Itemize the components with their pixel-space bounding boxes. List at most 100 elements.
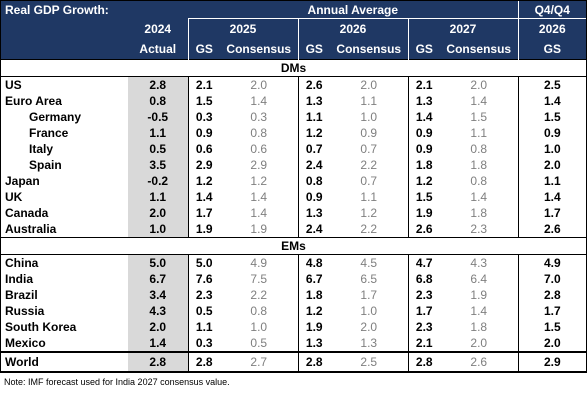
gs-2025: 0.3: [187, 109, 220, 125]
consensus-2025: 0.3: [250, 110, 268, 124]
row-name: World: [1, 351, 128, 372]
row-name: Australia: [5, 222, 57, 236]
actual-2024: 5.0: [128, 254, 188, 271]
row-name: Germany: [29, 110, 82, 124]
gs-2027: 2.1: [407, 76, 440, 93]
row-name: Canada: [5, 206, 49, 220]
gs-2026: 0.8: [297, 173, 330, 189]
gs-q4-2026: 1.5: [517, 109, 587, 125]
consensus-2026: 1.0: [360, 304, 378, 318]
gs-q4-2026: 1.7: [517, 303, 587, 319]
consensus-2027-header: Consensus: [440, 39, 519, 60]
table-row: Australia 1.0 1.9 1.9 2.4 2.2 2.6 2.3 2.6: [1, 221, 587, 238]
gs-2026: 1.3: [297, 205, 330, 221]
consensus-2027: 1.4: [470, 94, 488, 108]
actual-2024: 2.0: [128, 205, 188, 221]
gs-2027: 0.9: [407, 141, 440, 157]
gs-2025: 0.5: [187, 303, 220, 319]
consensus-2025: 2.0: [250, 78, 268, 92]
table-row: Russia 4.3 0.5 0.8 1.2 1.0 1.7 1.4 1.7: [1, 303, 587, 319]
gs-2025: 2.1: [187, 76, 220, 93]
consensus-2027: 2.0: [470, 78, 488, 92]
consensus-2025: 1.0: [250, 320, 268, 334]
section-ems-label: EMs: [1, 237, 587, 255]
row-name: Italy: [29, 142, 54, 156]
consensus-2027: 4.3: [470, 256, 488, 270]
gs-q4-2026: 1.1: [517, 173, 587, 189]
gs-2027: 1.7: [407, 303, 440, 319]
consensus-2027: 1.8: [470, 206, 488, 220]
consensus-2027: 6.4: [470, 272, 488, 286]
gs-2025: 0.9: [187, 125, 220, 141]
actual-2024: 1.4: [128, 335, 188, 352]
consensus-2026: 1.1: [360, 94, 378, 108]
actual-2024: 6.7: [128, 271, 188, 287]
gs-2026: 0.7: [297, 141, 330, 157]
consensus-2026: 0.7: [360, 174, 378, 188]
gs-2026: 6.7: [297, 271, 330, 287]
gs-2027: 2.8: [407, 351, 440, 372]
gs-q4-2026: 0.9: [517, 125, 587, 141]
table-row: Italy 0.5 0.6 0.6 0.7 0.7 0.9 0.8 1.0: [1, 141, 587, 157]
table-row: India 6.7 7.6 7.5 6.7 6.5 6.8 6.4 7.0: [1, 271, 587, 287]
consensus-2025: 7.5: [250, 272, 268, 286]
footnote: Note: IMF forecast used for India 2027 c…: [4, 377, 230, 387]
gs-2027: 0.9: [407, 125, 440, 141]
gs-2026: 1.2: [297, 125, 330, 141]
row-name: Euro Area: [5, 94, 62, 108]
actual-2024: 1.0: [128, 221, 188, 238]
gs-q4-2026: 2.5: [517, 76, 587, 93]
row-name: UK: [5, 190, 23, 204]
gs-2025: 5.0: [187, 254, 220, 271]
table-row: US 2.8 2.1 2.0 2.6 2.0 2.1 2.0 2.5: [1, 76, 587, 93]
gs-2025: 1.7: [187, 205, 220, 221]
world-row: World 2.8 2.8 2.7 2.8 2.5 2.8 2.6 2.9: [1, 351, 587, 372]
row-name: Russia: [5, 304, 45, 318]
consensus-2026: 1.7: [360, 288, 378, 302]
section-dms-label: DMs: [1, 59, 587, 77]
gs-2026: 1.3: [297, 93, 330, 109]
gs-2025: 7.6: [187, 271, 220, 287]
consensus-2025: 0.8: [250, 126, 268, 140]
actual-2024: 2.8: [128, 351, 188, 372]
row-name: China: [5, 256, 39, 270]
gs-2025: 0.6: [187, 141, 220, 157]
table-row: Germany -0.5 0.3 0.3 1.1 1.0 1.4 1.5 1.5: [1, 109, 587, 125]
consensus-2026: 1.2: [360, 206, 378, 220]
q4q4-header: Q4/Q4: [517, 1, 587, 19]
row-name: Brazil: [5, 288, 38, 302]
gs-2027: 2.3: [407, 319, 440, 335]
section-ems: EMs: [1, 237, 587, 255]
year-2027-header: 2027: [407, 18, 519, 39]
gs-2026-header: GS: [297, 39, 330, 60]
actual-2024: 2.0: [128, 319, 188, 335]
consensus-2026: 2.5: [330, 351, 408, 372]
section-dms: DMs: [1, 59, 587, 77]
annual-average-header: Annual Average: [188, 1, 519, 19]
row-name: South Korea: [5, 320, 77, 334]
consensus-2026: 2.2: [360, 158, 378, 172]
consensus-2025: 1.4: [250, 206, 268, 220]
consensus-2027: 2.3: [470, 222, 488, 236]
gs-2027: 4.7: [407, 254, 440, 271]
table-row: China 5.0 5.0 4.9 4.8 4.5 4.7 4.3 4.9: [1, 254, 587, 271]
consensus-2025: 2.2: [250, 288, 268, 302]
gs-2027: 1.9: [407, 205, 440, 221]
gs-2026: 1.3: [297, 335, 330, 352]
gdp-table-frame: Real GDP Growth: Annual Average Q4/Q4 20…: [0, 0, 587, 373]
consensus-2026: 1.0: [360, 110, 378, 124]
gs-2026: 1.2: [297, 303, 330, 319]
gs-q4-header: GS: [517, 39, 587, 60]
gs-2025: 2.9: [187, 157, 220, 173]
actual-2024: 1.1: [128, 125, 188, 141]
year-2025-header: 2025: [187, 18, 298, 39]
gs-q4-2026: 1.7: [517, 205, 587, 221]
consensus-2025: 1.2: [250, 174, 268, 188]
actual-2024: 0.5: [128, 141, 188, 157]
actual-2024: 0.8: [128, 93, 188, 109]
gs-q4-2026: 1.0: [517, 141, 587, 157]
consensus-2027: 1.8: [470, 158, 488, 172]
gs-q4-2026: 4.9: [517, 254, 587, 271]
actual-2024: 3.4: [128, 287, 188, 303]
consensus-2025: 2.9: [250, 158, 268, 172]
